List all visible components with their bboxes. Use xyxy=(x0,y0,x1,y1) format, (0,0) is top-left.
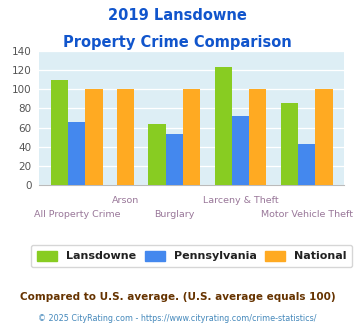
Bar xyxy=(298,144,315,185)
Bar xyxy=(51,80,68,185)
Legend: Lansdowne, Pennsylvania, National: Lansdowne, Pennsylvania, National xyxy=(31,245,352,267)
Bar xyxy=(68,122,86,185)
Bar xyxy=(315,89,333,185)
Bar xyxy=(249,89,267,185)
Text: Compared to U.S. average. (U.S. average equals 100): Compared to U.S. average. (U.S. average … xyxy=(20,292,335,302)
Text: © 2025 CityRating.com - https://www.cityrating.com/crime-statistics/: © 2025 CityRating.com - https://www.city… xyxy=(38,314,317,323)
Text: Property Crime Comparison: Property Crime Comparison xyxy=(63,35,292,50)
Text: All Property Crime: All Property Crime xyxy=(34,210,120,219)
Bar xyxy=(232,116,249,185)
Text: Burglary: Burglary xyxy=(154,210,195,219)
Bar xyxy=(214,67,232,185)
Text: Larceny & Theft: Larceny & Theft xyxy=(203,196,278,205)
Bar xyxy=(166,134,183,185)
Text: 2019 Lansdowne: 2019 Lansdowne xyxy=(108,8,247,23)
Bar xyxy=(117,89,134,185)
Bar xyxy=(148,124,166,185)
Bar xyxy=(86,89,103,185)
Bar xyxy=(280,103,298,185)
Text: Motor Vehicle Theft: Motor Vehicle Theft xyxy=(261,210,353,219)
Text: Arson: Arson xyxy=(112,196,139,205)
Bar xyxy=(183,89,200,185)
